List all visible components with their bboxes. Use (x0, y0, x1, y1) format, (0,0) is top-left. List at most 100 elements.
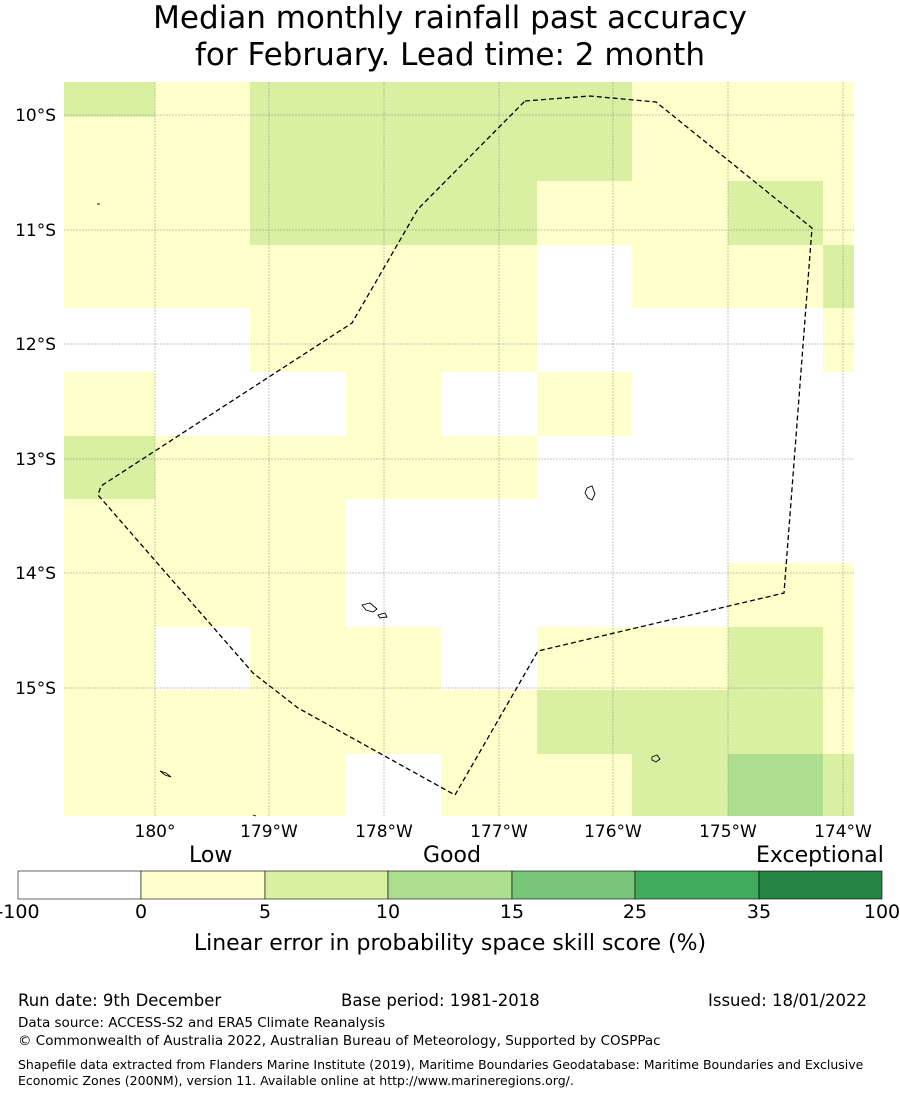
map-title: Median monthly rainfall past accuracy fo… (0, 0, 900, 74)
skill-cell (632, 117, 728, 181)
lon-label-174w: 174°W (814, 822, 872, 842)
island-speck-south (252, 814, 257, 817)
skill-cell (346, 245, 441, 308)
skill-cell (346, 436, 441, 499)
skill-cell (250, 754, 346, 816)
skill-cell (728, 117, 823, 181)
run-date: Run date: 9th December (18, 991, 222, 1010)
shapefile-credit: Shapefile data extracted from Flanders M… (18, 1057, 864, 1088)
islands (97, 203, 661, 817)
skill-cell (64, 436, 155, 499)
skill-cell (155, 436, 250, 499)
skill-cell (346, 627, 441, 690)
lat-label-12s: 12°S (15, 335, 56, 355)
skill-cell (823, 627, 854, 690)
skill-cell (155, 82, 250, 117)
lon-label-180: 180° (135, 822, 176, 842)
skill-cell (823, 308, 854, 372)
lat-label-13s: 13°S (15, 450, 56, 470)
lon-label-175w: 175°W (699, 822, 757, 842)
skill-cell (537, 181, 632, 245)
skill-cell (250, 181, 346, 245)
skill-cell (64, 563, 155, 627)
skill-cell (155, 181, 250, 245)
skill-cell (823, 754, 854, 816)
base-period: Base period: 1981-2018 (341, 991, 540, 1010)
skill-cell (64, 499, 155, 563)
skill-cell (250, 499, 346, 563)
skill-cell (250, 436, 346, 499)
colorbar-bin-4 (387, 870, 513, 900)
island-small-east (651, 754, 661, 763)
skill-cell (537, 627, 632, 690)
issued-date: Issued: 18/01/2022 (708, 991, 868, 1010)
skill-cell (823, 82, 854, 117)
colorbar-tick: 10 (375, 901, 401, 923)
skill-cell (250, 117, 346, 181)
skill-cell (728, 181, 823, 245)
skill-cell (823, 181, 854, 245)
skill-cell (823, 690, 854, 754)
skill-cell (64, 181, 155, 245)
colorbar-tick: 35 (746, 901, 772, 923)
data-source: Data source: ACCESS-S2 and ERA5 Climate … (18, 1015, 386, 1031)
skill-cell (64, 117, 155, 181)
skill-cell (441, 308, 537, 372)
skill-cell (537, 754, 632, 816)
island-nukunonu (584, 485, 596, 501)
skill-cell (155, 754, 250, 816)
colorbar-bin-2 (140, 870, 266, 900)
skill-cell (64, 627, 155, 690)
skill-cell (632, 754, 728, 816)
skill-cell (346, 372, 441, 436)
skill-cell (441, 754, 537, 816)
island-wallis (361, 602, 378, 613)
colorbar-bin-3 (264, 870, 389, 900)
colorbar-word-exceptional: Exceptional (756, 843, 884, 868)
colorbar-word-low: Low (189, 843, 233, 868)
colorbar-tick: 15 (499, 901, 525, 923)
skill-cell (537, 372, 632, 436)
lat-label-11s: 11°S (15, 221, 56, 241)
colorbar-bin-7 (758, 870, 883, 900)
island-small-southwest (159, 770, 172, 778)
skill-cell (632, 245, 728, 308)
skill-cell (728, 627, 823, 690)
colorbar-tick: 100 (863, 901, 900, 923)
island-futuna (377, 612, 388, 619)
skill-cell (64, 82, 155, 117)
skill-cell (441, 436, 537, 499)
colorbar-bin-1 (17, 870, 142, 900)
title-line-2: for February. Lead time: 2 month (195, 37, 705, 73)
skill-cell (346, 308, 441, 372)
lat-labels: 10°S 11°S 12°S 13°S 14°S 15°S (15, 106, 56, 699)
skill-cell (823, 117, 854, 181)
skill-cell (728, 690, 823, 754)
graticule (64, 82, 854, 816)
colorbar (17, 870, 883, 900)
colorbar-bin-5 (511, 870, 636, 900)
skill-cell (346, 181, 441, 245)
skill-cell (250, 308, 346, 372)
skill-cell (441, 181, 537, 245)
skill-cell (632, 627, 728, 690)
skill-cell (441, 690, 537, 754)
skill-cell (250, 245, 346, 308)
lon-label-179w: 179°W (240, 822, 298, 842)
colorbar-word-good: Good (423, 843, 481, 868)
skill-cell (250, 563, 346, 627)
skill-cell (823, 563, 854, 627)
skill-cell (346, 82, 441, 117)
skill-cell (155, 245, 250, 308)
skill-cell (346, 690, 441, 754)
skill-cell (632, 690, 728, 754)
lon-label-178w: 178°W (355, 822, 413, 842)
skill-cell (728, 82, 823, 117)
skill-cell (250, 690, 346, 754)
skill-cell (155, 690, 250, 754)
skill-cell (728, 754, 823, 816)
skill-cell (537, 117, 632, 181)
lat-label-10s: 10°S (15, 106, 56, 126)
skill-cell (441, 82, 537, 117)
eez-boundary (97, 95, 813, 796)
